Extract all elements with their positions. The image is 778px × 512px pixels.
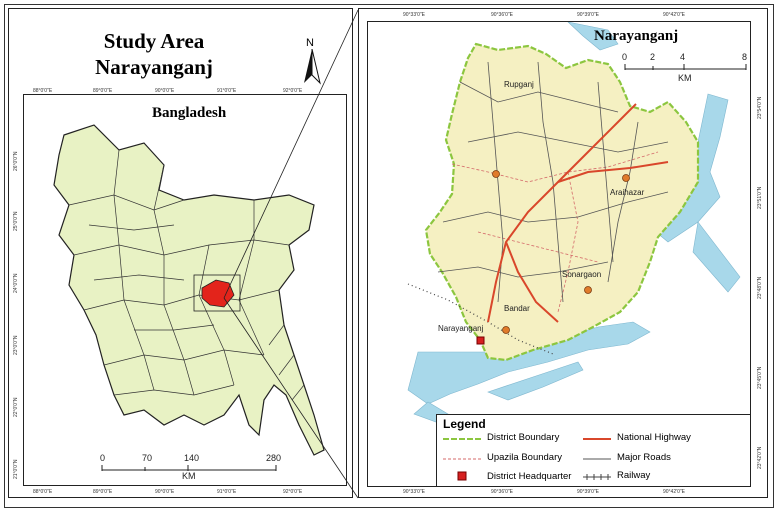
legend: Legend District Boundary Upazila Boundar… [436,414,750,486]
scale-label-280: 280 [266,453,282,463]
place-rupganj: Rupganj [504,80,534,89]
r-tick-top-1: 90°33'0"E [403,12,425,18]
r-scale-label-2: 2 [650,52,656,62]
tick-left-3: 24°0'0"N [13,273,19,293]
tick-bottom-2: 89°0'0"E [93,489,113,495]
bangladesh-label: Bangladesh [152,105,227,121]
r-scale-label-8: 8 [742,52,748,62]
north-label: N [306,37,314,49]
title-line-2: Narayanganj [95,55,213,79]
national-highway-2 [557,161,669,183]
district-hq-marker [476,336,485,345]
railway-symbol [583,474,611,480]
tick-left-4: 23°0'0"N [13,335,19,355]
r-scale-label-4: 4 [680,52,686,62]
scale-label-0: 0 [100,453,106,463]
narayanganj-scale-bar: 0 2 4 8 KM [622,52,750,88]
tick-left-1: 26°0'0"N [13,151,19,171]
r-tick-right-5: 23°42'0"N [757,446,763,469]
r-tick-bottom-4: 90°42'0"E [663,489,685,495]
hq-sonargaon [584,286,592,294]
study-area-panel: Study Area Narayanganj N 88°0'0"E 89°0'0… [8,8,353,498]
national-highway-symbol [583,438,611,440]
tick-bottom-4: 91°0'0"E [217,489,237,495]
place-sonargaon: Sonargaon [562,270,602,279]
scale-unit: KM [182,471,196,481]
place-narayanganj: Narayanganj [438,324,484,333]
narayanganj-district [424,42,700,362]
legend-district-boundary: District Boundary [487,432,560,443]
legend-title: Legend [443,417,486,431]
r-tick-top-3: 90°39'0"E [577,12,599,18]
bangladesh-outline [53,124,325,456]
r-tick-bottom-3: 90°39'0"E [577,489,599,495]
map-frame [4,4,774,508]
narayanganj-map: Narayanganj 0 2 4 8 KM Rupganj Araihazar… [367,21,751,487]
r-scale-label-0: 0 [622,52,628,62]
scale-label-140: 140 [184,453,200,463]
r-tick-bottom-1: 90°33'0"E [403,489,425,495]
tick-left-6: 21°0'0"N [13,459,19,479]
narayanganj-title: Narayanganj [594,28,679,44]
title-line-1: Study Area [103,29,205,53]
r-tick-right-1: 23°54'0"N [757,96,763,119]
tick-top-3: 90°0'0"E [155,88,175,94]
r-tick-top-4: 90°42'0"E [663,12,685,18]
place-araihazar: Araihazar [610,188,645,197]
north-arrow-icon: N [301,37,323,85]
national-highway-1 [487,103,637,323]
legend-major-roads: Major Roads [617,452,671,463]
tick-left-2: 25°0'0"N [13,211,19,231]
bangladesh-map: Bangladesh 0 [23,94,347,486]
hq-bandar [502,326,510,334]
legend-upazila-boundary: Upazila Boundary [487,452,562,463]
r-tick-right-2: 23°51'0"N [757,186,763,209]
legend-railway: Railway [617,470,651,481]
scale-label-70: 70 [142,453,153,463]
r-tick-right-3: 23°48'0"N [757,276,763,299]
r-tick-bottom-2: 90°36'0"E [491,489,513,495]
r-scale-unit: KM [678,73,692,83]
tick-bottom-3: 90°0'0"E [155,489,175,495]
upazila-boundary-symbol [443,458,483,460]
tick-top-1: 88°0'0"E [33,88,53,94]
r-tick-top-2: 90°36'0"E [491,12,513,18]
tick-bottom-5: 92°0'0"E [283,489,303,495]
hq-rupganj [492,170,500,178]
narayanganj-panel: 90°33'0"E 90°36'0"E 90°39'0"E 90°42'0"E … [358,8,768,498]
legend-national-highway: National Highway [617,432,691,443]
tick-bottom-1: 88°0'0"E [33,489,53,495]
national-highway-3 [505,241,559,323]
place-bandar: Bandar [504,304,530,313]
bangladesh-scale-bar: 0 70 140 280 KM [96,453,286,481]
major-roads-symbol [583,458,611,460]
district-boundary-symbol [443,438,483,440]
hq-araihazar [622,174,630,182]
legend-district-hq: District Headquarter [487,471,572,482]
tick-top-2: 89°0'0"E [93,88,113,94]
district-hq-icon [457,471,467,481]
r-tick-right-4: 23°45'0"N [757,366,763,389]
tick-left-5: 22°0'0"N [13,397,19,417]
